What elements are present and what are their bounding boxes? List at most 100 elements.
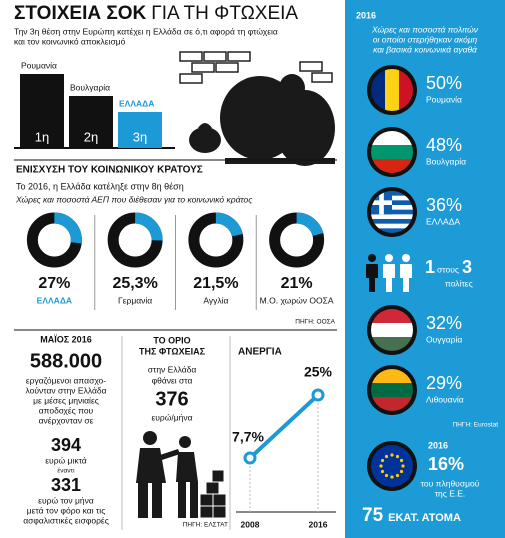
percent: 16% <box>428 454 464 474</box>
section-title: ΕΝΙΣΧΥΣΗ ΤΟΥ ΚΟΙΝΩΝΙΚΟΥ ΚΡΑΤΟΥΣ <box>16 165 203 176</box>
big-number: 376 <box>155 388 188 410</box>
value-label: 27% <box>38 275 70 292</box>
value-label: 21,5% <box>193 275 238 292</box>
flag-stripe <box>371 159 413 173</box>
x-tick-label: 2016 <box>309 519 328 529</box>
ratio-text: πολίτες <box>445 278 473 288</box>
title: ΓΙΑ ΤΗ ΦΤΩΧΕΙΑ <box>151 3 298 24</box>
content: ΣΤΟΙΧΕΙΑ ΣΟΚ ΓΙΑ ΤΗ ΦΤΩΧΕΙΑ Την 3η θέση στ… <box>14 3 498 529</box>
value-label: 25,3% <box>112 275 157 292</box>
chart-title: ΑΝΕΡΓΙΑ <box>238 347 282 358</box>
ratio-number: 3 <box>462 257 472 277</box>
text-line: μετά τον φόρο και τις <box>27 505 106 515</box>
flag-star <box>379 464 383 468</box>
flag-stripe <box>371 337 413 351</box>
person-head <box>368 254 376 262</box>
donut-arc <box>53 212 82 244</box>
source: ΠΗΓΗ: Eurostat <box>453 422 499 429</box>
category-label: Μ.Ο. χωρών ΟΟΣΑ <box>260 295 334 305</box>
country: Ρουμανία <box>426 94 462 104</box>
podium-step <box>20 74 64 148</box>
percent: 29% <box>426 373 462 393</box>
flag-star <box>399 469 404 474</box>
category-label: Αγγλία <box>203 295 228 305</box>
text-line: έναντι <box>57 467 75 475</box>
flag-stripe <box>371 214 413 220</box>
text-line: ασφαλιστικές εισφορές <box>23 515 109 525</box>
flag-star <box>401 464 405 468</box>
big-number: 394 <box>51 435 81 455</box>
percent: 32% <box>426 313 462 333</box>
flag-stripe <box>371 369 413 384</box>
value-label: 25% <box>304 364 333 380</box>
person-body <box>383 264 395 292</box>
person-head <box>402 254 410 262</box>
donut-arc <box>296 212 324 237</box>
country: Ουγγαρία <box>426 334 462 344</box>
count-label: ΕΚΑΤ. ΑΤΟΜΑ <box>388 512 461 524</box>
percent: 50% <box>426 73 462 93</box>
flag-stripe <box>371 397 413 411</box>
flag-star <box>384 473 389 478</box>
year: 2016 <box>356 10 376 20</box>
text-line: της Ε.Ε. <box>435 488 466 498</box>
flag-star <box>390 475 394 479</box>
section-note: Χώρες και ποσοστά ΑΕΠ που διέθεσαν για τ… <box>15 194 253 204</box>
country: Βουλγαρία <box>426 156 466 166</box>
flag-star <box>395 473 400 478</box>
ratio-text: στους <box>437 264 459 274</box>
section-subtitle: Το 2016, η Ελλάδα κατέληξε στην 8η θέση <box>16 181 184 191</box>
point <box>243 451 257 465</box>
description: Χώρες και ποσοστά πολιτών <box>371 24 479 34</box>
illustration <box>136 431 227 519</box>
text-line: ευρώ τον μήνα <box>38 495 94 505</box>
text-line: λούνταν στην Ελλάδα <box>25 385 106 395</box>
flag-star <box>380 469 385 474</box>
flag-star <box>395 454 400 459</box>
category-label: Γερμανία <box>118 295 152 305</box>
title: ΣΤΟΙΧΕΙΑ ΣΟΚ <box>14 3 147 24</box>
flag-cross <box>379 191 384 215</box>
person-body <box>400 264 412 292</box>
x-tick-label: 2008 <box>241 519 260 529</box>
year: 2016 <box>428 440 448 450</box>
flag-stripe <box>371 228 413 233</box>
big-number: 75 <box>362 505 384 526</box>
country: Λιθουανία <box>426 394 464 404</box>
podium-rank: 3η <box>133 129 147 144</box>
column-title: ΤΗΣ ΦΤΩΧΕΙΑΣ <box>139 346 206 356</box>
text-line: ευρώ μικτά <box>45 455 87 465</box>
flag <box>371 69 413 111</box>
podium-country: Ρουμανία <box>21 60 57 70</box>
value-label: 21% <box>281 275 313 292</box>
flag <box>371 191 413 233</box>
date: ΜΑΪΟΣ 2016 <box>40 334 91 344</box>
text-line: εργαζόμενοι απασχο- <box>26 375 106 385</box>
text-line: με μέσες μηνιαίες <box>33 395 99 405</box>
flag <box>371 131 413 173</box>
source: ΠΗΓΗ: ΟΟΣΑ <box>295 319 335 326</box>
flag-star <box>384 454 389 459</box>
point <box>311 388 325 402</box>
flag-stripe <box>371 145 413 160</box>
donut-arc <box>215 212 243 237</box>
category-label: ΕΛΛΑΔΑ <box>37 295 72 305</box>
person-head <box>385 254 393 262</box>
podium-country: Βουλγαρία <box>70 82 110 92</box>
description: και βασικά κοινωνικά αγαθά <box>373 44 478 54</box>
illustration <box>179 51 335 166</box>
source: ΠΗΓΗ: ΕΛΣΤΑΤ <box>183 522 228 529</box>
donut-arc <box>134 212 163 241</box>
description: οι οποίοι στερήθηκαν ακόμη <box>373 34 478 44</box>
text-line: στην Ελλάδα <box>148 364 197 374</box>
flag-stripe <box>371 383 413 398</box>
text-line: ευρώ/μήνα <box>151 412 192 422</box>
flag <box>371 369 413 411</box>
flag-star <box>390 453 394 457</box>
value-label: 7,7% <box>232 429 264 445</box>
percent: 36% <box>426 195 462 215</box>
person-body <box>366 264 378 292</box>
podium-country: ΕΛΛΑΔΑ <box>119 98 154 108</box>
flag-star <box>399 458 404 463</box>
